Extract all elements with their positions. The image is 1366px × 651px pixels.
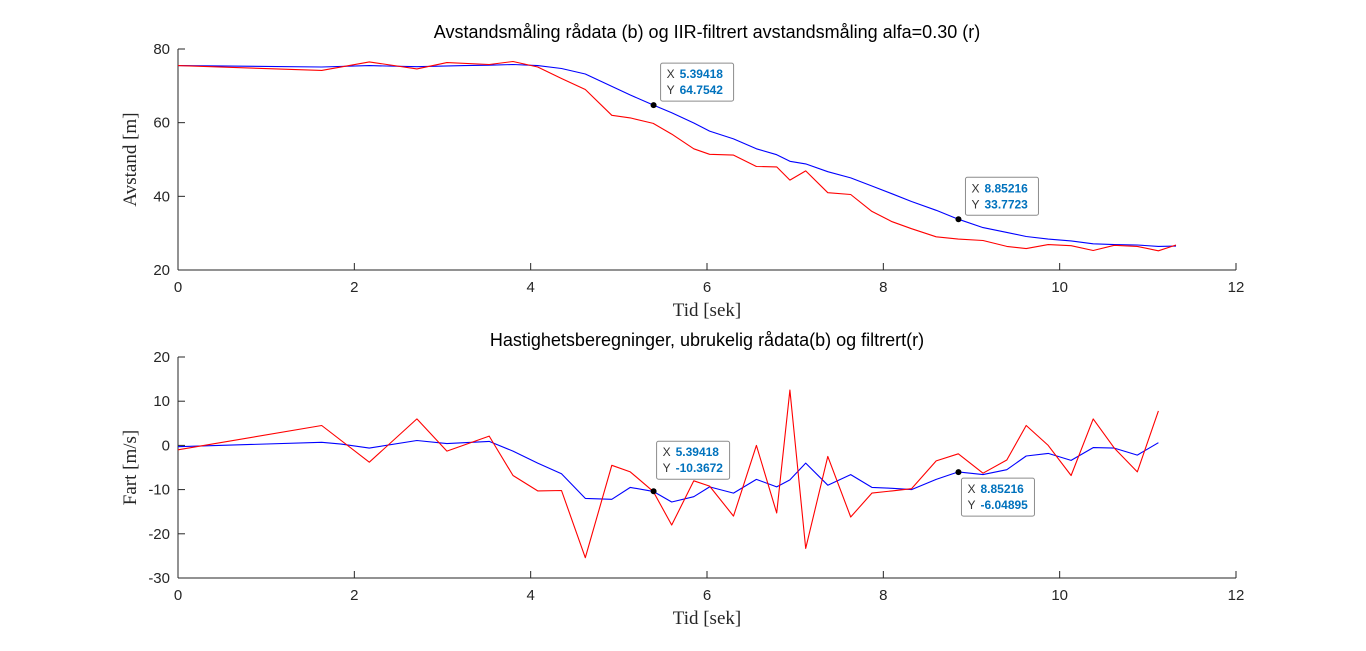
datatip-y-value: -10.3672 [676,461,724,475]
x-tick-label: 10 [1051,279,1068,296]
datatip-x-label: X [971,181,979,195]
x-tick-label: 8 [879,587,887,604]
chart-title: Avstandsmåling rådata (b) og IIR-filtrer… [434,22,980,42]
series-line-red [177,389,1159,559]
datatip-y-label: Y [667,83,675,97]
datatip-y-row: Y 64.7542 [667,83,724,97]
datatip[interactable]: X 8.85216 Y -6.04895 [955,469,1035,517]
datatip-marker[interactable] [955,216,962,223]
x-axis-label: Tid [sek] [673,608,741,629]
datatip-y-value: -6.04895 [980,498,1028,512]
datatip-y-value: 33.7723 [984,197,1028,211]
datatip-y-row: Y 33.7723 [971,197,1028,211]
datatip[interactable]: X 8.85216 Y 33.7723 [955,176,1039,223]
x-tick-label: 12 [1228,587,1245,604]
chart-1: Avstandsmåling rådata (b) og IIR-filtrer… [120,22,1244,321]
datatip-x-value: 5.39418 [676,445,720,459]
y-tick-label: 20 [153,262,170,279]
datatip-box [960,477,1035,517]
x-tick-label: 0 [174,279,182,296]
x-tick-label: 6 [703,279,711,296]
datatip-box [964,176,1039,216]
datatip-x-row: X 5.39418 [667,67,724,81]
datatip-y-label: Y [971,197,979,211]
datatip[interactable]: X 5.39418 Y -10.3672 [650,440,731,495]
x-tick-label: 12 [1228,279,1245,296]
chart-title: Hastighetsberegninger, ubrukelig rådata(… [490,330,924,350]
datatip[interactable]: X 5.39418 Y 64.7542 [650,62,735,109]
datatip-x-value: 5.39418 [680,67,724,81]
x-tick-label: 2 [350,279,358,296]
y-tick-label: 40 [153,188,170,205]
y-tick-label: -20 [148,526,170,543]
x-tick-label: 8 [879,279,887,296]
datatip-x-label: X [663,445,671,459]
y-tick-label: 80 [153,41,170,58]
datatip-y-row: Y -6.04895 [967,498,1028,512]
x-tick-label: 0 [174,587,182,604]
chart-2: Hastighetsberegninger, ubrukelig rådata(… [120,330,1244,629]
datatip-box [656,440,731,480]
datatip-marker[interactable] [650,488,657,495]
y-tick-label: 0 [162,437,170,454]
x-tick-label: 6 [703,587,711,604]
y-tick-label: 20 [153,349,170,366]
x-axis-label: Tid [sek] [673,300,741,321]
y-tick-label: -30 [148,570,170,587]
datatip-marker[interactable] [650,102,657,109]
x-tick-label: 10 [1051,587,1068,604]
x-tick-label: 2 [350,587,358,604]
datatip-y-label: Y [967,498,975,512]
datatip-x-label: X [667,67,675,81]
datatip-y-value: 64.7542 [680,83,724,97]
datatip-x-value: 8.85216 [984,181,1028,195]
series-line-blue [177,63,1177,247]
datatip-y-row: Y -10.3672 [663,461,724,475]
x-tick-label: 4 [526,587,534,604]
datatip-x-label: X [967,482,975,496]
datatip-x-row: X 8.85216 [967,482,1024,496]
x-tick-label: 4 [526,279,534,296]
datatip-x-value: 8.85216 [980,482,1024,496]
datatip-x-row: X 5.39418 [663,445,720,459]
datatip-x-row: X 8.85216 [971,181,1028,195]
y-tick-label: -10 [148,482,170,499]
datatip-y-label: Y [663,461,671,475]
datatip-marker[interactable] [955,469,962,476]
y-tick-label: 10 [153,393,170,410]
y-axis-label: Fart [m/s] [120,430,141,505]
datatip-box [660,62,735,102]
y-tick-label: 60 [153,115,170,132]
y-axis-label: Avstand [m] [120,112,141,206]
series-line-red [177,60,1177,252]
